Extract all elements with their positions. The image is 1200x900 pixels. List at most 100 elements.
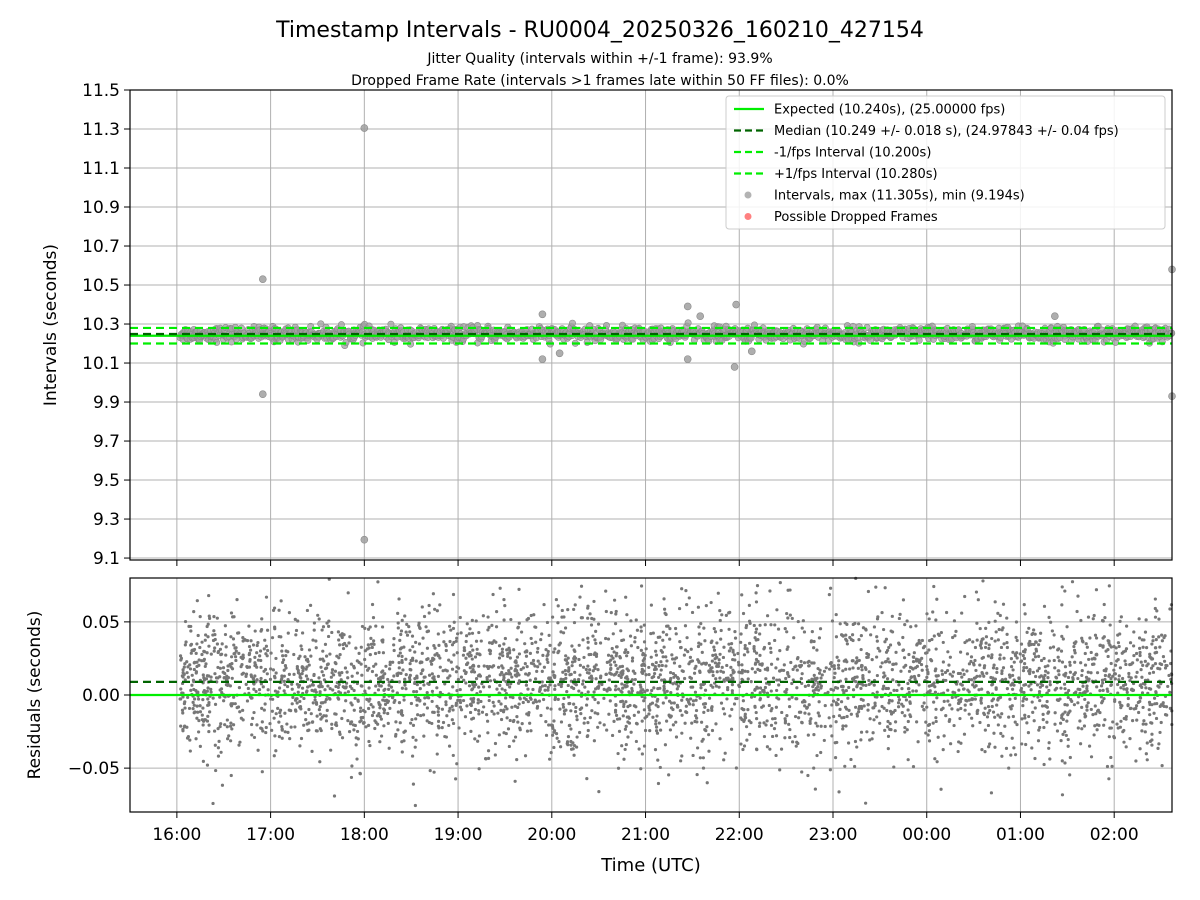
residual-point — [907, 652, 911, 657]
residual-point — [411, 723, 416, 727]
residual-point — [1029, 682, 1033, 686]
residual-point — [891, 678, 895, 682]
residual-point — [1159, 662, 1164, 667]
residual-point — [534, 640, 538, 644]
residual-point — [746, 708, 750, 712]
residual-point — [1153, 662, 1158, 666]
residual-point — [332, 673, 336, 677]
residual-point — [859, 730, 864, 734]
residual-point — [653, 665, 657, 669]
residual-point — [1012, 683, 1016, 687]
residual-point — [497, 656, 502, 660]
residual-point — [298, 654, 302, 658]
residual-point — [650, 701, 655, 705]
residual-point — [914, 624, 918, 628]
residual-point — [1101, 645, 1105, 649]
residual-point — [962, 732, 967, 736]
residual-point — [636, 645, 640, 650]
residual-point — [704, 661, 708, 665]
residual-point — [1080, 727, 1084, 731]
residual-point — [323, 667, 328, 671]
residual-point — [625, 613, 629, 617]
residual-point — [739, 716, 743, 720]
legend-label: +1/fps Interval (10.280s) — [774, 167, 938, 182]
residual-point — [470, 670, 474, 674]
residual-point — [1102, 635, 1106, 639]
residual-point — [259, 658, 263, 663]
residual-point — [594, 641, 598, 645]
residual-point — [338, 643, 342, 647]
residual-point — [844, 677, 848, 681]
residual-point — [1157, 635, 1161, 639]
residual-point — [504, 696, 508, 700]
residual-point — [311, 638, 315, 642]
residual-point — [800, 720, 804, 724]
residual-point — [487, 674, 491, 678]
residual-point — [240, 672, 244, 676]
residual-point — [561, 677, 566, 682]
residual-point — [986, 711, 990, 715]
residual-point — [691, 753, 695, 758]
residual-point — [444, 648, 448, 653]
residual-point — [932, 700, 936, 704]
residual-point — [1059, 739, 1063, 743]
legend-label: Median (10.249 +/- 0.018 s), (24.97843 +… — [774, 124, 1119, 139]
residual-point — [1011, 650, 1015, 654]
residual-point — [1022, 696, 1026, 701]
residual-point — [474, 677, 479, 681]
residual-point — [368, 625, 372, 629]
residual-point — [743, 669, 747, 673]
residual-point — [1139, 668, 1143, 672]
residual-point — [619, 699, 623, 704]
residual-point — [588, 715, 592, 720]
residual-point — [488, 665, 492, 669]
residual-point — [718, 618, 722, 623]
residual-point — [179, 697, 183, 701]
residual-point — [363, 710, 367, 714]
residual-point — [942, 699, 946, 704]
residual-point — [355, 671, 360, 675]
residual-point — [1001, 666, 1006, 670]
residual-point — [859, 738, 863, 742]
residual-point — [1161, 701, 1165, 705]
residual-point — [739, 632, 743, 636]
residual-point — [404, 673, 408, 677]
residual-point — [616, 766, 621, 770]
residual-point — [620, 744, 624, 748]
residual-point — [478, 674, 483, 678]
residual-point — [478, 690, 482, 694]
residual-point — [369, 636, 373, 641]
residual-point — [409, 721, 413, 725]
residual-point — [435, 733, 439, 737]
residual-point — [229, 721, 233, 725]
residual-point — [329, 675, 333, 679]
residual-point — [1060, 713, 1064, 718]
residual-point — [301, 668, 305, 673]
residual-point — [749, 721, 753, 725]
residual-point — [839, 700, 844, 704]
residual-point — [711, 653, 715, 657]
residual-point — [1022, 666, 1026, 670]
residual-point — [503, 603, 507, 608]
residual-point — [192, 647, 197, 652]
residual-point — [927, 639, 932, 643]
residual-point — [920, 668, 924, 672]
residual-point — [1048, 646, 1053, 650]
residual-point — [785, 611, 789, 616]
residual-point — [285, 684, 290, 689]
residual-point — [213, 743, 217, 747]
residual-point — [491, 592, 495, 597]
residual-point — [245, 699, 250, 703]
residual-point — [1079, 742, 1083, 746]
residual-point — [277, 735, 282, 739]
residual-point — [403, 683, 407, 687]
residual-point — [486, 731, 490, 735]
residual-point — [661, 630, 665, 634]
residual-point — [370, 645, 374, 650]
residual-point — [209, 652, 213, 656]
residual-point — [218, 647, 223, 651]
residual-point — [464, 671, 468, 676]
residual-point — [345, 670, 349, 674]
residual-point — [843, 764, 847, 768]
residual-point — [367, 706, 371, 711]
